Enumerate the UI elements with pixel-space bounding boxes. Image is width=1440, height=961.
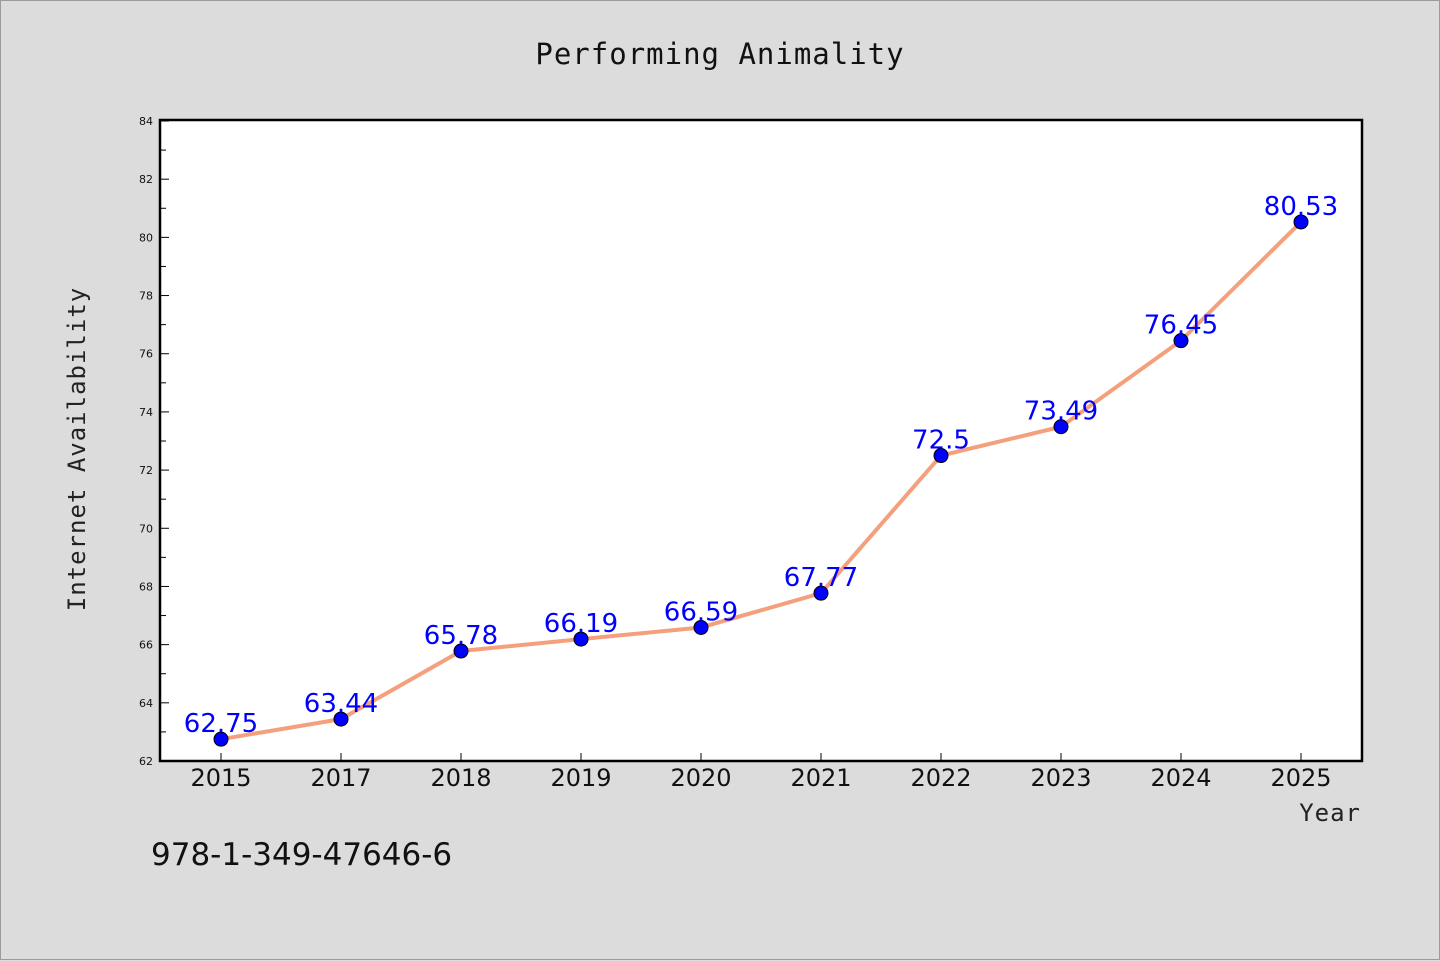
data-point	[333, 711, 349, 727]
series-line	[219, 219, 1303, 742]
x-tick-label: 2023	[1030, 764, 1091, 792]
data-label: 65.78	[424, 621, 498, 651]
data-label: 66.19	[544, 609, 618, 639]
data-point	[1173, 333, 1189, 349]
y-axis-ticks: 62 64 66 68 70 72 74 76 78 80 82 84	[139, 115, 169, 768]
x-axis-label: Year	[1299, 799, 1361, 827]
data-point	[573, 631, 589, 647]
data-label: 76.45	[1144, 311, 1218, 341]
x-tick-label: 2017	[310, 764, 371, 792]
data-point	[693, 619, 709, 635]
x-tick-label: 2024	[1150, 764, 1211, 792]
data-point	[213, 731, 229, 747]
data-point	[813, 585, 829, 601]
x-tick-label: 2015	[190, 764, 251, 792]
x-tick-label: 2025	[1270, 764, 1331, 792]
y-tick-label: 84	[139, 115, 153, 128]
x-tick-label: 2021	[790, 764, 851, 792]
y-tick-label: 72	[139, 464, 153, 477]
y-tick-label: 64	[139, 697, 153, 710]
x-tick-label: 2018	[430, 764, 491, 792]
y-tick-label: 76	[139, 348, 153, 361]
chart-title: Performing Animality	[535, 37, 904, 71]
y-tick-label: 68	[139, 580, 153, 593]
annotation-code: 978-1-349-47646-6	[151, 837, 452, 873]
y-axis-label: Internet Availability	[63, 287, 91, 611]
y-tick-label: 78	[139, 290, 153, 303]
data-label: 72.5	[912, 426, 970, 456]
data-label: 63.44	[304, 689, 378, 719]
y-tick-label: 66	[139, 639, 153, 652]
data-point	[453, 643, 469, 659]
y-tick-label: 62	[139, 755, 153, 768]
data-label: 62.75	[184, 709, 258, 739]
x-tick-label: 2020	[670, 764, 731, 792]
data-label: 73.49	[1024, 397, 1098, 427]
x-axis-ticks: 2015 2017 2018 2019 2020 2021 2022 2023 2024 2025	[190, 753, 1332, 792]
y-tick-label: 74	[139, 406, 153, 419]
series-group: 62.75 63.44 65.78 66.19 66.59 67.77 72.5 73.49 7…	[184, 192, 1338, 747]
data-label: 67.77	[784, 563, 858, 593]
x-tick-label: 2022	[910, 764, 971, 792]
data-label: 80.53	[1264, 192, 1338, 222]
plot-area	[158, 118, 1364, 763]
y-tick-label: 80	[139, 231, 153, 244]
x-tick-label: 2019	[550, 764, 611, 792]
data-point	[933, 448, 949, 464]
y-tick-label: 82	[139, 173, 153, 186]
data-point	[1053, 419, 1069, 435]
data-point	[1293, 214, 1309, 230]
y-tick-label: 70	[139, 522, 153, 535]
data-label: 66.59	[664, 597, 738, 627]
